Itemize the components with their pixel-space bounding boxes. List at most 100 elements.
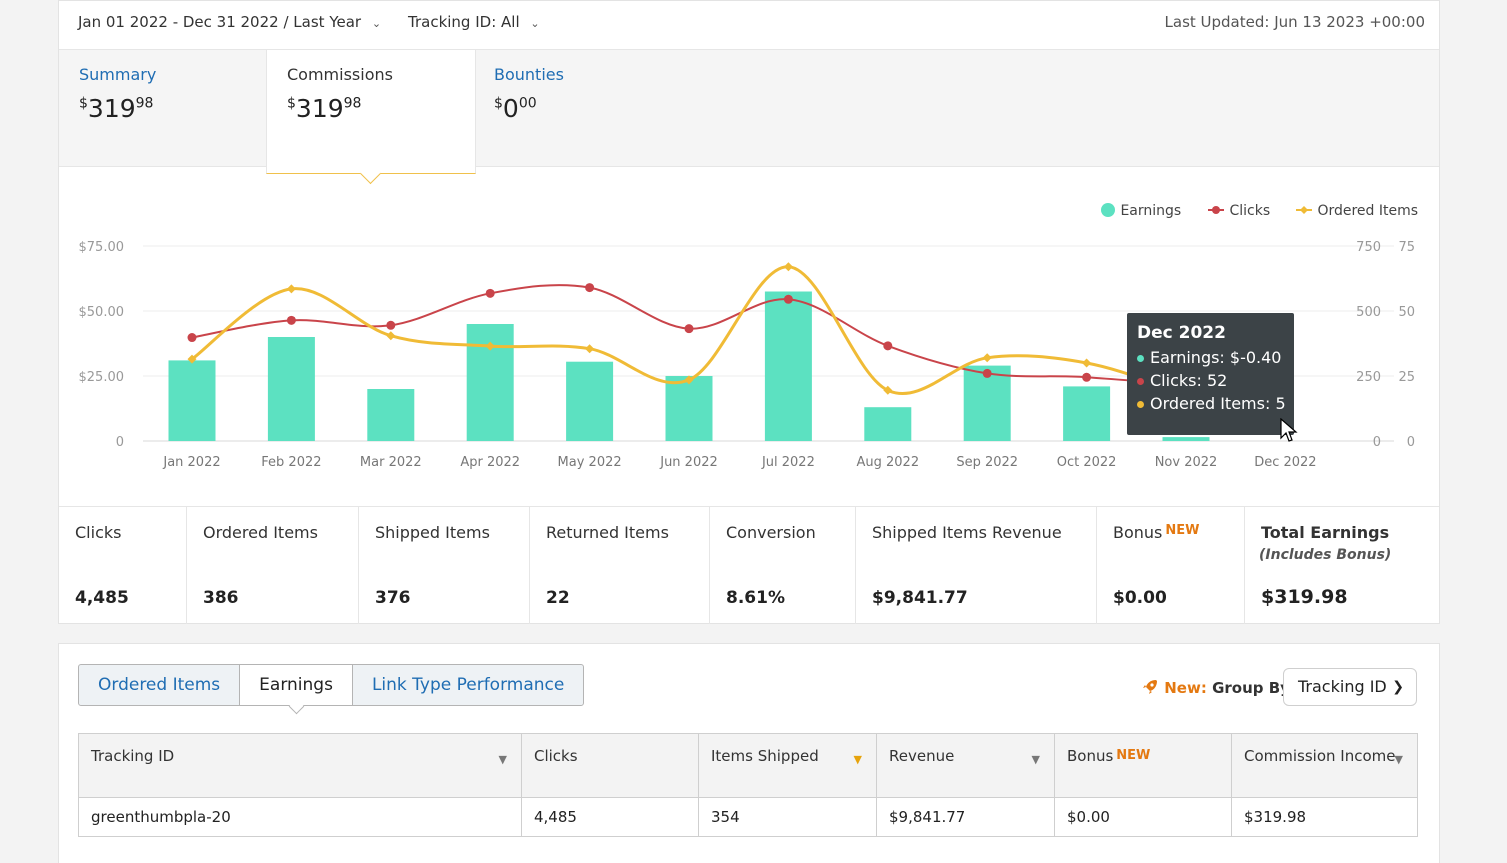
stat-value: $319.98 [1261, 586, 1348, 608]
tooltip-title: Dec 2022 [1137, 323, 1226, 343]
x-tick-label: Jan 2022 [162, 455, 220, 470]
stat-value: $9,841.77 [872, 588, 968, 608]
cell-bonus: $0.00 [1054, 797, 1232, 837]
summary-tabs: Summary $31998 Commissions $31998 Bounti… [59, 50, 1439, 185]
tab-earnings[interactable]: Earnings [240, 665, 353, 715]
sort-arrow-icon: ▼ [498, 753, 507, 766]
earnings-bar [367, 389, 415, 441]
tracking-id-text: Tracking ID: All [408, 13, 520, 31]
earnings-bar [1063, 386, 1111, 441]
rocket-icon [1143, 680, 1157, 694]
tab-link-type-performance[interactable]: Link Type Performance [371, 675, 565, 695]
legend-earnings[interactable]: Earnings [1100, 202, 1181, 219]
chevron-down-icon: ❯ [1392, 679, 1404, 695]
tab-ordered-items[interactable]: Ordered Items [79, 665, 241, 705]
stat-sublabel: (Includes Bonus) [1259, 547, 1392, 563]
col-items-shipped[interactable]: Items Shipped ▼ [698, 733, 877, 798]
ordered-items-point [485, 341, 495, 351]
x-tick-label: May 2022 [558, 455, 622, 470]
y-right-items-tick-label: 25 [1398, 370, 1415, 385]
stat-value: 376 [375, 588, 411, 608]
stat-label: Shipped Items [375, 523, 490, 542]
x-tick-label: Mar 2022 [360, 455, 422, 470]
y-right-clicks-tick-label: 250 [1356, 370, 1381, 385]
table-row: greenthumbpla-20 4,485 354 $9,841.77 $0.… [78, 797, 1418, 837]
group-by-select[interactable]: Tracking ID ❯ [1283, 668, 1417, 706]
tab-bounties[interactable]: Bounties $000 [474, 50, 681, 166]
filter-bar: Jan 01 2022 - Dec 31 2022 / Last Year ⌄ … [59, 1, 1439, 50]
stat-label: Conversion [726, 523, 816, 542]
date-range-dropdown[interactable]: Jan 01 2022 - Dec 31 2022 / Last Year ⌄ [78, 13, 381, 31]
performance-panel: Ordered Items Earnings Link Type Perform… [58, 643, 1440, 863]
clicks-point [783, 294, 793, 304]
chevron-down-icon: ⌄ [530, 17, 540, 30]
tab-summary[interactable]: Summary $31998 [59, 50, 266, 166]
clicks-point [1082, 372, 1092, 382]
stat-label: Ordered Items [203, 523, 318, 542]
stat-clicks: Clicks 4,485 [59, 507, 187, 624]
earnings-bar [764, 291, 812, 441]
tab-pointer [288, 698, 305, 715]
stat-value: $0.00 [1113, 588, 1167, 608]
y-left-tick-label: $75.00 [79, 240, 125, 255]
col-bonus[interactable]: Bonus NEW [1054, 733, 1232, 798]
earnings-bar [864, 407, 912, 441]
stat-bonus: Bonus NEW $0.00 [1097, 507, 1245, 624]
col-clicks[interactable]: Clicks [521, 733, 699, 798]
ordered-items-point [883, 385, 893, 395]
tab-summary-amount: $31998 [79, 94, 154, 123]
cell-items-shipped: 354 [698, 797, 877, 837]
ordered-items-point [982, 353, 992, 363]
clicks-point [982, 368, 992, 378]
tracking-id-link[interactable]: greenthumbpla-20 [78, 797, 522, 837]
y-right-items-tick-label: 50 [1398, 305, 1415, 320]
stat-shipped-revenue: Shipped Items Revenue $9,841.77 [856, 507, 1097, 624]
cell-clicks: 4,485 [521, 797, 699, 837]
ordered-items-point [386, 331, 396, 341]
stat-value: 22 [546, 588, 570, 608]
tab-bounties-label: Bounties [494, 65, 564, 84]
earnings-chart: 0 0 0 $25.00 250 25 $50.00 500 50 $75.00 750 75 Jan … [79, 240, 1416, 470]
ordered-items-point [585, 344, 595, 354]
tab-bounties-amount: $000 [494, 94, 537, 123]
ordered-items-point [187, 354, 197, 364]
stat-label: Shipped Items Revenue [872, 523, 1062, 542]
col-revenue[interactable]: Revenue ▼ [876, 733, 1055, 798]
table-header-row: Tracking ID ▼ Clicks Items Shipped ▼ Reven… [78, 733, 1418, 798]
col-tracking-id[interactable]: Tracking ID ▼ [78, 733, 522, 798]
stat-label: Bonus NEW [1113, 523, 1200, 542]
y-left-tick-label: 0 [116, 435, 124, 450]
y-right-items-tick-label: 75 [1398, 240, 1415, 255]
clicks-point [883, 341, 893, 351]
y-right-items-tick-label: 0 [1407, 435, 1415, 450]
stats-row: Clicks 4,485 Ordered Items 386 Shipped I… [59, 506, 1439, 624]
x-tick-label: Sep 2022 [956, 455, 1018, 470]
legend-ordered-items[interactable]: Ordered Items [1295, 202, 1418, 219]
legend-clicks[interactable]: Clicks [1207, 202, 1270, 219]
earnings-bar [168, 360, 216, 441]
tab-commissions[interactable]: Commissions $31998 [266, 50, 476, 185]
earnings-legend-icon [1101, 203, 1115, 217]
x-tick-label: Jun 2022 [659, 455, 718, 470]
ordered-items-point [783, 262, 793, 272]
earnings-bar [1162, 437, 1210, 441]
chart-tooltip: Dec 2022 Earnings: $-0.40 Clicks: 52 Ord… [1127, 313, 1294, 435]
group-by-selected: Tracking ID [1298, 677, 1387, 696]
cell-commission: $319.98 [1231, 797, 1418, 837]
tooltip-earnings: Earnings: $-0.40 [1137, 348, 1284, 367]
tracking-id-dropdown[interactable]: Tracking ID: All ⌄ [408, 13, 540, 31]
cell-revenue: $9,841.77 [876, 797, 1055, 837]
new-badge: NEW [1116, 748, 1151, 763]
stat-label: Clicks [75, 523, 122, 542]
period-text: / Last Year [283, 13, 362, 31]
y-left-tick-label: $25.00 [79, 370, 125, 385]
clicks-point [684, 324, 694, 334]
stat-label: Returned Items [546, 523, 669, 542]
x-tick-label: Oct 2022 [1057, 455, 1117, 470]
stat-total-earnings: Total Earnings (Includes Bonus) $319.98 [1245, 507, 1439, 624]
ordered-items-point [286, 284, 296, 294]
col-commission-income[interactable]: Commission Income ▼ [1231, 733, 1418, 798]
x-tick-label: Feb 2022 [261, 455, 321, 470]
stat-value: 386 [203, 588, 239, 608]
stat-shipped-items: Shipped Items 376 [359, 507, 530, 624]
